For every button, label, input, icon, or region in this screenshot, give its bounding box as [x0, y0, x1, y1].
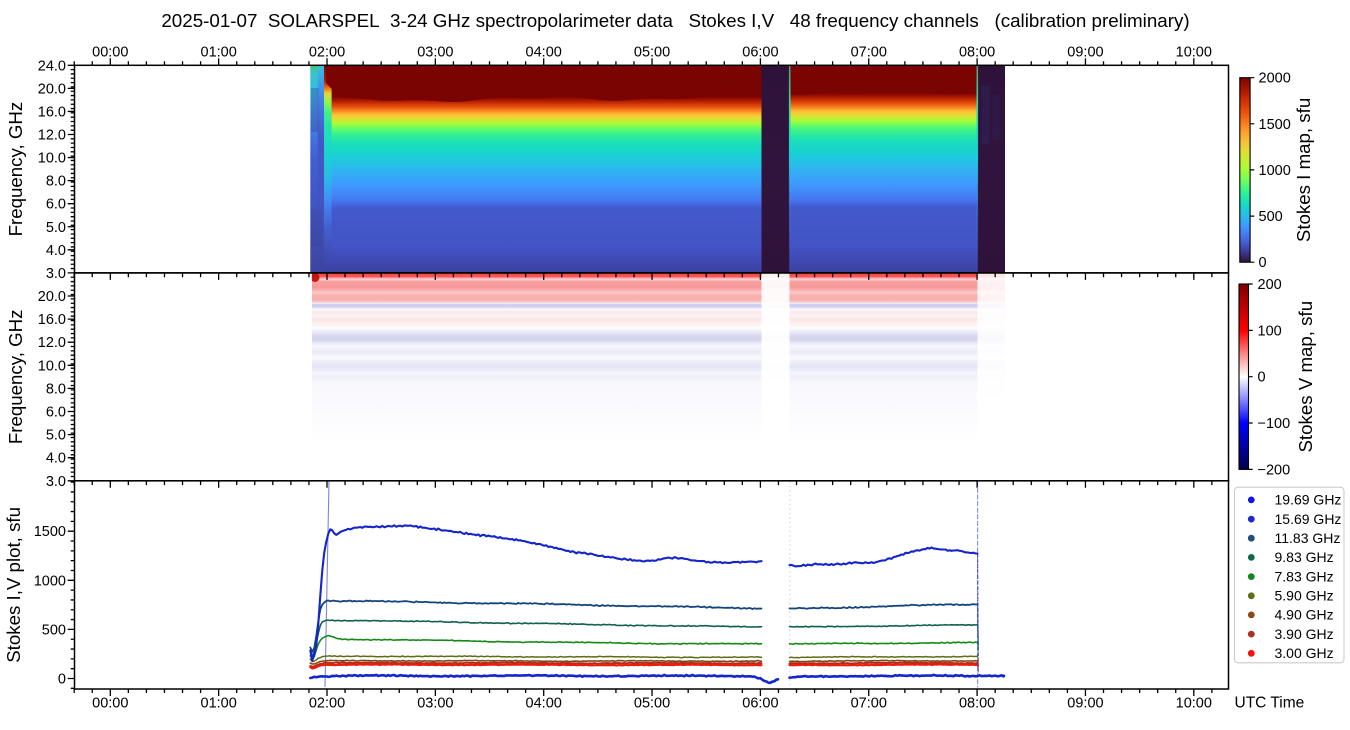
svg-text:500: 500 [42, 622, 66, 638]
svg-text:02:00: 02:00 [309, 44, 345, 60]
svg-text:6.0: 6.0 [46, 197, 66, 213]
svg-text:08:00: 08:00 [959, 44, 995, 60]
svg-text:04:00: 04:00 [526, 696, 562, 712]
svg-text:UTC Time: UTC Time [1235, 695, 1305, 712]
svg-text:500: 500 [1259, 209, 1283, 225]
svg-text:12.0: 12.0 [38, 128, 66, 144]
svg-text:10.0: 10.0 [38, 358, 66, 374]
svg-text:0: 0 [1259, 255, 1267, 271]
svg-text:09:00: 09:00 [1067, 696, 1103, 712]
svg-text:10.0: 10.0 [38, 151, 66, 167]
svg-text:06:00: 06:00 [742, 44, 778, 60]
svg-text:8.0: 8.0 [46, 174, 66, 190]
svg-text:3.0: 3.0 [46, 474, 66, 490]
svg-text:Frequency, GHz: Frequency, GHz [5, 102, 26, 237]
svg-text:10:00: 10:00 [1176, 696, 1212, 712]
svg-text:04:00: 04:00 [526, 44, 562, 60]
svg-text:1000: 1000 [34, 573, 66, 589]
svg-text:00:00: 00:00 [92, 44, 128, 60]
svg-text:05:00: 05:00 [634, 44, 670, 60]
svg-text:11.83 GHz: 11.83 GHz [1275, 530, 1341, 546]
svg-text:2000: 2000 [1259, 71, 1291, 87]
svg-text:01:00: 01:00 [201, 696, 237, 712]
svg-text:20.0: 20.0 [38, 81, 66, 97]
svg-text:06:00: 06:00 [742, 696, 778, 712]
svg-text:1500: 1500 [1259, 117, 1291, 133]
svg-text:07:00: 07:00 [851, 44, 887, 60]
svg-text:2025-01-07 SOLARSPEL 3-24 GH: 2025-01-07 SOLARSPEL 3-24 GHz spectropol… [161, 10, 1189, 31]
svg-text:00:00: 00:00 [92, 696, 128, 712]
svg-text:1500: 1500 [34, 524, 66, 540]
svg-text:4.0: 4.0 [46, 451, 66, 467]
svg-text:0: 0 [58, 672, 66, 688]
svg-text:Stokes I,V plot, sfu: Stokes I,V plot, sfu [3, 507, 24, 663]
svg-text:3.0: 3.0 [46, 266, 66, 282]
svg-text:20.0: 20.0 [38, 289, 66, 305]
svg-text:02:00: 02:00 [309, 696, 345, 712]
svg-text:16.0: 16.0 [38, 104, 66, 120]
svg-text:1000: 1000 [1259, 163, 1291, 179]
svg-text:16.0: 16.0 [38, 312, 66, 328]
svg-text:19.69 GHz: 19.69 GHz [1275, 492, 1342, 508]
svg-text:200: 200 [1258, 277, 1282, 293]
svg-text:8.0: 8.0 [46, 381, 66, 397]
svg-text:9.83 GHz: 9.83 GHz [1275, 549, 1334, 565]
svg-text:6.0: 6.0 [46, 405, 66, 421]
svg-text:−100: −100 [1258, 416, 1291, 432]
svg-text:4.0: 4.0 [46, 243, 66, 259]
svg-text:05:00: 05:00 [634, 696, 670, 712]
svg-text:5.90 GHz: 5.90 GHz [1275, 588, 1334, 604]
svg-text:0: 0 [1258, 370, 1266, 386]
svg-text:5.0: 5.0 [46, 220, 66, 236]
svg-text:−200: −200 [1258, 462, 1291, 478]
svg-text:15.69 GHz: 15.69 GHz [1275, 511, 1342, 527]
svg-text:Frequency, GHz: Frequency, GHz [5, 310, 26, 445]
svg-text:Stokes V map, sfu: Stokes V map, sfu [1295, 301, 1316, 453]
svg-text:24.0: 24.0 [38, 58, 66, 74]
svg-text:01:00: 01:00 [201, 44, 237, 60]
svg-text:03:00: 03:00 [417, 44, 453, 60]
svg-text:3.00 GHz: 3.00 GHz [1275, 645, 1334, 661]
svg-text:100: 100 [1258, 323, 1282, 339]
svg-text:7.83 GHz: 7.83 GHz [1275, 568, 1334, 584]
svg-text:07:00: 07:00 [851, 696, 887, 712]
svg-text:5.0: 5.0 [46, 428, 66, 444]
svg-text:09:00: 09:00 [1067, 44, 1103, 60]
svg-text:03:00: 03:00 [417, 696, 453, 712]
svg-text:4.90 GHz: 4.90 GHz [1275, 607, 1334, 623]
svg-text:3.90 GHz: 3.90 GHz [1275, 626, 1334, 642]
svg-text:08:00: 08:00 [959, 696, 995, 712]
svg-text:10:00: 10:00 [1176, 44, 1212, 60]
svg-text:12.0: 12.0 [38, 335, 66, 351]
svg-text:Stokes I map, sfu: Stokes I map, sfu [1293, 98, 1314, 242]
